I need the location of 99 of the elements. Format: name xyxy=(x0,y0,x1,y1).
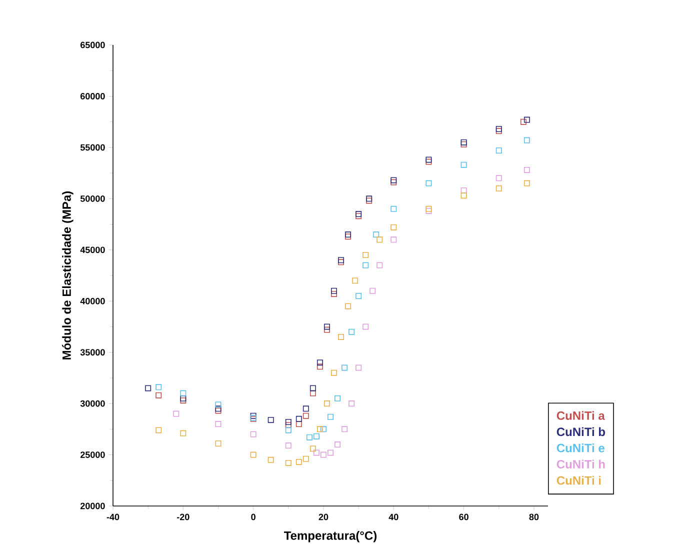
point xyxy=(362,324,369,330)
point xyxy=(426,180,432,186)
point xyxy=(496,148,502,154)
point xyxy=(520,118,526,125)
point xyxy=(362,252,369,258)
point xyxy=(250,431,256,438)
y-tick-label: 65000 xyxy=(80,42,105,48)
x-tick-label: -20 xyxy=(177,514,190,520)
y-tick-label: 60000 xyxy=(80,93,105,100)
point xyxy=(324,400,330,407)
point xyxy=(356,292,362,299)
point xyxy=(373,232,380,238)
point xyxy=(338,334,344,340)
point xyxy=(268,456,274,463)
point xyxy=(352,278,358,284)
point xyxy=(334,395,341,402)
point xyxy=(145,385,152,392)
point xyxy=(376,262,383,268)
point xyxy=(316,364,323,370)
point xyxy=(524,116,530,123)
point xyxy=(524,137,530,144)
point xyxy=(390,236,397,243)
y-axis-title: Módulo de Elasticidade (MPa) xyxy=(62,191,74,360)
point xyxy=(331,370,338,376)
point xyxy=(180,390,186,396)
point xyxy=(496,128,502,134)
point xyxy=(285,427,292,434)
point xyxy=(390,206,397,212)
point xyxy=(285,418,292,425)
point xyxy=(390,224,397,230)
point xyxy=(460,192,467,199)
point xyxy=(496,185,502,192)
point xyxy=(302,412,309,419)
point xyxy=(306,434,312,440)
point xyxy=(296,458,302,465)
point xyxy=(342,426,348,432)
text: CuNiTi i xyxy=(556,476,601,485)
point xyxy=(342,364,348,371)
point xyxy=(524,166,530,173)
y-tick-label: 20000 xyxy=(80,502,105,510)
point xyxy=(215,440,222,447)
x-tick-label: 60 xyxy=(459,514,468,520)
y-tick-label: 45000 xyxy=(80,246,105,254)
point xyxy=(285,460,292,466)
point xyxy=(173,410,180,417)
point xyxy=(215,421,222,428)
x-tick-label: 20 xyxy=(318,514,328,520)
point xyxy=(316,360,323,366)
point xyxy=(156,384,162,390)
point xyxy=(496,175,502,182)
point xyxy=(313,450,320,456)
point xyxy=(328,414,334,420)
text: CuNiTi e xyxy=(556,444,604,452)
point xyxy=(250,452,256,458)
point xyxy=(302,406,309,412)
point xyxy=(524,180,530,186)
point xyxy=(331,288,338,294)
y-tick-label: 55000 xyxy=(80,144,105,151)
y-tick-label: 50000 xyxy=(80,195,105,202)
point xyxy=(345,303,352,310)
point xyxy=(296,416,302,422)
point xyxy=(496,126,502,132)
point xyxy=(310,446,316,452)
point xyxy=(313,433,320,440)
point xyxy=(328,450,334,456)
x-tick-label: -40 xyxy=(106,514,120,520)
point xyxy=(156,427,162,434)
point xyxy=(180,430,186,436)
point xyxy=(331,290,338,297)
point xyxy=(334,442,341,448)
x-tick-label: 40 xyxy=(388,514,398,520)
x-tick-label: 80 xyxy=(529,514,539,520)
x-axis-title: Temperatura(°C) xyxy=(284,531,377,542)
point xyxy=(320,452,326,458)
point xyxy=(215,402,222,408)
point xyxy=(356,364,362,371)
y-tick-label: 30000 xyxy=(80,400,105,407)
point xyxy=(348,328,355,335)
point xyxy=(310,385,316,392)
y-tick-label: 25000 xyxy=(80,452,105,458)
point xyxy=(156,392,162,398)
point xyxy=(460,162,467,168)
text: CuNiTi b xyxy=(556,427,606,436)
point xyxy=(362,262,369,268)
point xyxy=(348,400,355,407)
point xyxy=(370,288,376,294)
y-tick-label: 35000 xyxy=(80,349,105,356)
point xyxy=(324,326,330,333)
text: CuNiTi a xyxy=(556,411,605,420)
point xyxy=(268,416,274,423)
point xyxy=(376,236,383,243)
y-tick-label: 40000 xyxy=(80,298,105,304)
point xyxy=(316,426,323,432)
point xyxy=(285,442,292,449)
point xyxy=(324,324,330,330)
point xyxy=(302,456,309,462)
text: CuNiTi h xyxy=(556,460,605,468)
x-tick-label: 0 xyxy=(251,514,256,520)
point xyxy=(320,426,326,432)
